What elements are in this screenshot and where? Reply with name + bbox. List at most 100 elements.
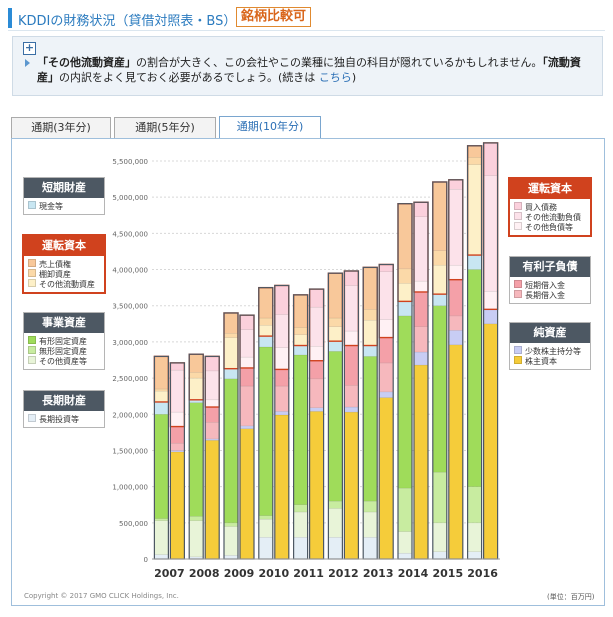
legend-item-cash: 現金等 bbox=[24, 201, 104, 211]
liability-bar-segment bbox=[239, 356, 255, 369]
liability-bar-segment bbox=[170, 442, 185, 451]
liability-bar-segment bbox=[309, 346, 324, 361]
liability-bar-segment bbox=[344, 345, 359, 386]
tab-3-years[interactable]: 通期(3年分) bbox=[11, 117, 111, 139]
legend-item-other-current-liab: その他流動負債 bbox=[510, 212, 590, 222]
notice-text-1: の割合が大きく、この会社やこの業種に独自の科目が隠れているかもしれません。 bbox=[136, 56, 543, 69]
asset-bar-segment bbox=[293, 294, 308, 328]
x-tick-label: 2007 bbox=[154, 567, 185, 580]
notice-text-3: ) bbox=[351, 71, 357, 84]
notice-text: 「その他流動資産」の割合が大きく、この会社やこの業種に独自の科目が隠れているかも… bbox=[37, 55, 597, 85]
y-tick-label: 3,500,000 bbox=[112, 303, 148, 311]
x-tick-label: 2013 bbox=[363, 567, 394, 580]
liability-bar-segment bbox=[448, 179, 464, 190]
compare-badge[interactable]: 銘柄比較可 bbox=[236, 7, 312, 27]
asset-bar-segment bbox=[397, 203, 413, 270]
x-tick-label: 2009 bbox=[224, 567, 255, 580]
asset-bar-segment bbox=[188, 353, 204, 373]
asset-bar-segment bbox=[467, 157, 482, 165]
liability-bar-segment bbox=[344, 411, 359, 560]
asset-bar-segment bbox=[328, 351, 343, 502]
liability-bar-segment bbox=[378, 337, 394, 364]
page-title: KDDIの財務状況（貸借対照表・BS） bbox=[18, 14, 237, 29]
unit-label: (単位：百万円) bbox=[547, 593, 595, 601]
liability-bar-segment bbox=[413, 280, 429, 293]
legend-item-long-debt: 長期借入金 bbox=[510, 290, 590, 300]
liability-bar-segment bbox=[204, 356, 220, 372]
legend-interest-debt: 有利子負債 短期借入金 長期借入金 bbox=[509, 256, 591, 304]
y-tick-label: 5,000,000 bbox=[112, 194, 148, 202]
x-tick-label: 2014 bbox=[398, 567, 429, 580]
liability-bar-segment bbox=[170, 426, 185, 444]
asset-bar-segment bbox=[397, 487, 413, 532]
asset-bar-segment bbox=[432, 264, 448, 295]
asset-bar-segment bbox=[223, 526, 239, 556]
legend-interest-debt-title: 有利子負債 bbox=[510, 257, 590, 277]
liability-bar-segment bbox=[483, 309, 498, 325]
liability-bar-segment bbox=[204, 421, 220, 440]
liability-bar-segment bbox=[239, 385, 255, 427]
liability-bar-segment bbox=[170, 369, 185, 413]
asset-bar-segment bbox=[432, 181, 448, 251]
asset-bar-segment bbox=[328, 272, 343, 319]
asset-bar-segment bbox=[362, 345, 378, 357]
x-tick-label: 2016 bbox=[467, 567, 498, 580]
notice-more-link[interactable]: こちら bbox=[318, 71, 352, 84]
x-tick-label: 2010 bbox=[258, 567, 289, 580]
liability-bar-segment bbox=[378, 271, 394, 320]
asset-bar-segment bbox=[258, 325, 274, 337]
legend-net-assets-title: 純資産 bbox=[510, 323, 590, 343]
liability-bar-segment bbox=[239, 425, 255, 429]
x-tick-label: 2012 bbox=[328, 567, 359, 580]
y-tick-label: 1,500,000 bbox=[112, 447, 148, 455]
asset-bar-segment bbox=[362, 537, 378, 560]
asset-bar-segment bbox=[328, 500, 343, 509]
asset-bar-segment bbox=[154, 388, 169, 392]
asset-bar-segment bbox=[223, 337, 239, 369]
legend-item-tangible: 有形固定資産 bbox=[24, 336, 104, 346]
header-divider bbox=[8, 30, 605, 31]
asset-bar-segment bbox=[467, 486, 482, 524]
liability-bar-segment bbox=[413, 216, 429, 282]
asset-bar-segment bbox=[188, 377, 204, 401]
asset-bar-segment bbox=[188, 372, 204, 379]
asset-bar-segment bbox=[397, 531, 413, 554]
legend-short-term: 短期財産 現金等 bbox=[23, 177, 105, 215]
liability-bar-segment bbox=[413, 326, 429, 353]
y-tick-label: 2,500,000 bbox=[112, 375, 148, 383]
asset-bar-segment bbox=[362, 356, 378, 502]
tab-5-years[interactable]: 通期(5年分) bbox=[114, 117, 216, 139]
plus-icon[interactable]: + bbox=[23, 41, 36, 55]
liability-bar-segment bbox=[170, 451, 185, 560]
liability-bar-segment bbox=[448, 279, 464, 317]
y-tick-label: 1,000,000 bbox=[112, 484, 148, 492]
liability-bar-segment bbox=[448, 315, 464, 331]
x-tick-label: 2011 bbox=[293, 567, 324, 580]
asset-bar-segment bbox=[467, 164, 482, 256]
liability-bar-segment bbox=[448, 264, 464, 280]
liability-bar-segment bbox=[344, 385, 359, 408]
asset-bar-segment bbox=[293, 537, 308, 560]
tab-10-years[interactable]: 通期(10年分) bbox=[219, 116, 321, 140]
x-tick-label: 2008 bbox=[189, 567, 220, 580]
asset-bar-segment bbox=[328, 326, 343, 342]
liability-bar-segment bbox=[344, 330, 359, 346]
y-tick-label: 3,000,000 bbox=[112, 339, 148, 347]
liability-bar-segment bbox=[413, 201, 429, 217]
asset-bar-segment bbox=[432, 471, 448, 524]
asset-bar-segment bbox=[362, 319, 378, 346]
asset-bar-segment bbox=[154, 401, 169, 415]
notice-highlight-1: 「その他流動資産」 bbox=[37, 56, 136, 69]
balance-sheet-chart: 0 500,000 1,000,000 1,500,000 2,000,000 2,500… bbox=[112, 142, 500, 580]
liability-bar-segment bbox=[274, 411, 290, 416]
asset-bar-segment bbox=[188, 516, 204, 521]
liability-bar-segment bbox=[483, 323, 498, 560]
legend-item-minority: 少数株主持分等 bbox=[510, 346, 590, 356]
liability-bar-segment bbox=[309, 407, 324, 412]
asset-bar-segment bbox=[258, 346, 274, 516]
liability-bar-segment bbox=[309, 378, 324, 409]
liability-bar-segment bbox=[378, 362, 394, 393]
asset-bar-segment bbox=[328, 508, 343, 538]
asset-bar-segment bbox=[188, 520, 204, 558]
legend-item-inventory: 棚卸資産 bbox=[24, 269, 104, 279]
